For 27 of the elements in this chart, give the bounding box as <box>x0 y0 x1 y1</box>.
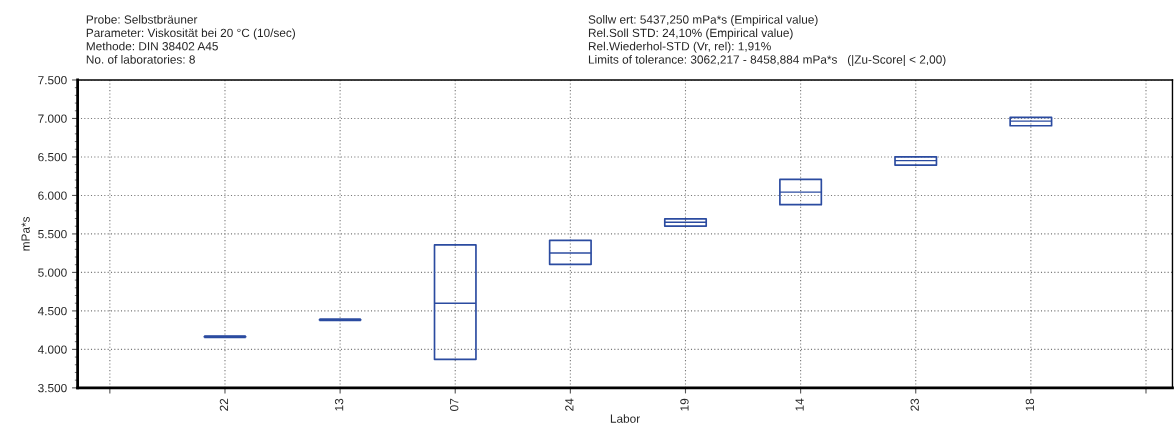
x-tick-label: 18 <box>1025 398 1035 411</box>
y-tick-label: 3.500 <box>38 383 67 393</box>
text: Parameter: Viskosität bei 20 °C (10/sec) <box>86 28 295 40</box>
text: Rel.Soll STD: 24,10% (Empirical value) <box>588 28 793 40</box>
text: Methode: DIN 38402 A45 <box>86 41 218 51</box>
y-tick-label: 4.000 <box>37 345 67 354</box>
x-axis-title: Labor <box>610 414 640 423</box>
x-tick-label: 13 <box>334 398 344 411</box>
y-tick-label: 5.000 <box>38 268 67 277</box>
x-tick-label: 14 <box>795 398 804 411</box>
y-tick-label: 7.000 <box>38 114 67 123</box>
y-tick-label: 6.500 <box>38 152 67 162</box>
y-tick-label: 6.000 <box>38 191 67 200</box>
x-tick-label: 23 <box>910 398 919 411</box>
x-tick-label: 07 <box>450 398 459 411</box>
text: No. of laboratories: 8 <box>86 55 195 64</box>
y-tick-label: 4.500 <box>37 306 67 316</box>
y-axis-title: mPa*s <box>21 216 30 251</box>
text: Rel.Wiederhol-STD (Vr, rel): 1,91% <box>588 41 771 53</box>
x-tick-label: 22 <box>219 398 229 411</box>
chart-title: Probe: Selbstbräuner <box>86 15 198 24</box>
x-tick-label: 24 <box>565 398 574 411</box>
y-tick-label: 5.500 <box>38 229 67 239</box>
x-tick-label: 19 <box>680 398 689 411</box>
text: Limits of tolerance: 3062,217 - 8458,884 mPa*s (|Zu-Score| < 2,00) <box>588 55 946 67</box>
text: Sollw ert: 5437,250 mPa*s (Empirical value) <box>588 15 818 27</box>
y-tick-label: 7.500 <box>38 76 67 85</box>
